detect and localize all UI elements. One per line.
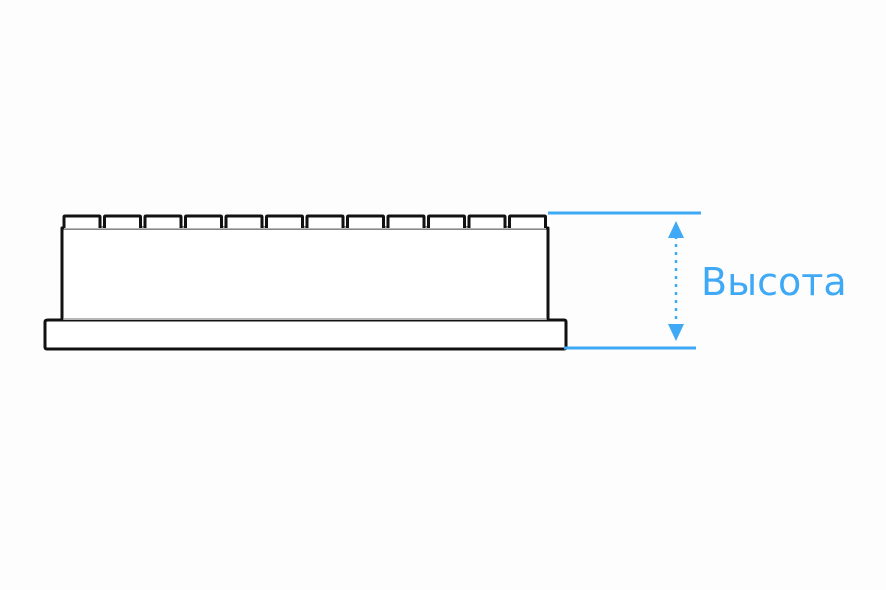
well-cap	[508, 214, 547, 228]
well-cap	[386, 214, 426, 228]
plate-body	[60, 226, 550, 320]
well-cap	[305, 214, 345, 228]
well-cap	[346, 214, 385, 228]
well-row	[62, 214, 547, 228]
well-cap	[184, 214, 223, 228]
well-cap	[143, 214, 183, 228]
arrow-down-icon	[668, 324, 684, 341]
arrow-up-icon	[668, 221, 684, 238]
dimension-label: Высота	[701, 260, 847, 304]
plate-base	[43, 318, 568, 351]
well-cap	[62, 214, 102, 228]
well-cap	[224, 214, 264, 228]
well-cap	[467, 214, 507, 228]
well-cap	[103, 214, 142, 228]
well-cap	[427, 214, 466, 228]
well-cap	[265, 214, 304, 228]
